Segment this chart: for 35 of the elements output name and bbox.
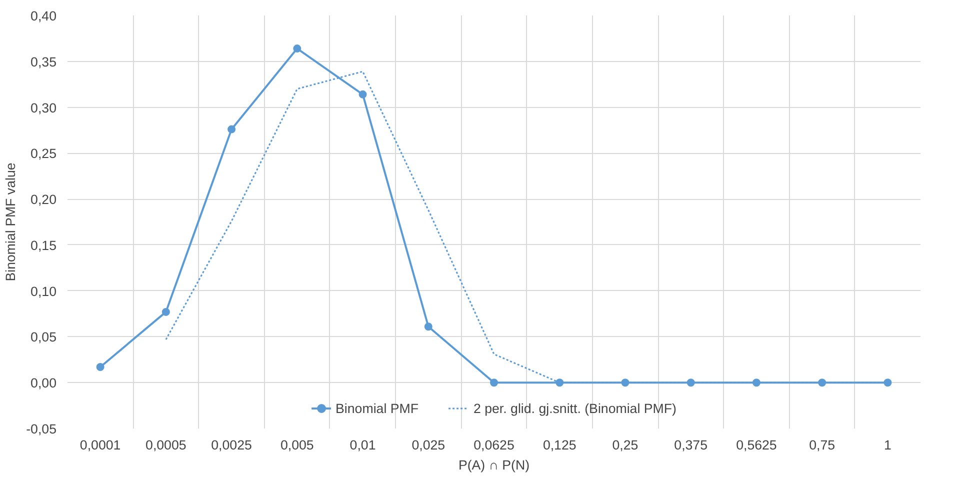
y-axis-title: Binomial PMF value: [3, 162, 18, 282]
y-tick-label: -0,05: [26, 422, 57, 436]
x-tick-label: 0,01: [350, 438, 376, 452]
y-tick-label: 0,25: [30, 146, 57, 162]
x-tick-label: 0,0625: [474, 438, 514, 452]
point: [228, 125, 236, 134]
point: [293, 44, 302, 53]
x-tick-label: 0,5625: [736, 438, 777, 452]
x-tick-label: 0,25: [612, 438, 638, 452]
point: [424, 322, 432, 331]
x-tick-label: 0,0001: [80, 438, 121, 452]
x-axis-title: P(A) ∩ P(N): [458, 458, 530, 472]
point: [490, 378, 498, 387]
x-tick-label: 0,0005: [146, 438, 186, 452]
y-tick-label: 0,00: [30, 376, 57, 391]
y-tick-label: 0,20: [30, 192, 57, 208]
point: [96, 363, 104, 371]
legend-label: 2 per. glid. gj.snitt. (Binomial PMF): [473, 400, 676, 416]
x-tick-label: 0,005: [280, 438, 314, 452]
point: [358, 90, 367, 98]
y-tick-label: 0,30: [30, 100, 57, 116]
x-tick-label: 0,0025: [211, 438, 252, 452]
y-tick-label: 0,05: [30, 330, 57, 345]
x-tick-label: 1: [884, 438, 892, 452]
point: [884, 378, 892, 387]
y-tick-label: 0,10: [30, 284, 57, 299]
legend-label: Binomial PMF: [336, 400, 418, 416]
y-tick-label: 0,15: [30, 238, 57, 253]
x-tick-label: 0,375: [674, 438, 708, 452]
x-tick-label: 0,125: [542, 438, 576, 452]
y-tick-label: 0,40: [30, 8, 57, 24]
y-tick-label: 0,35: [30, 54, 57, 70]
x-tick-label: 0,75: [809, 438, 836, 452]
point: [162, 308, 170, 316]
x-tick-label: 0,025: [412, 438, 446, 452]
